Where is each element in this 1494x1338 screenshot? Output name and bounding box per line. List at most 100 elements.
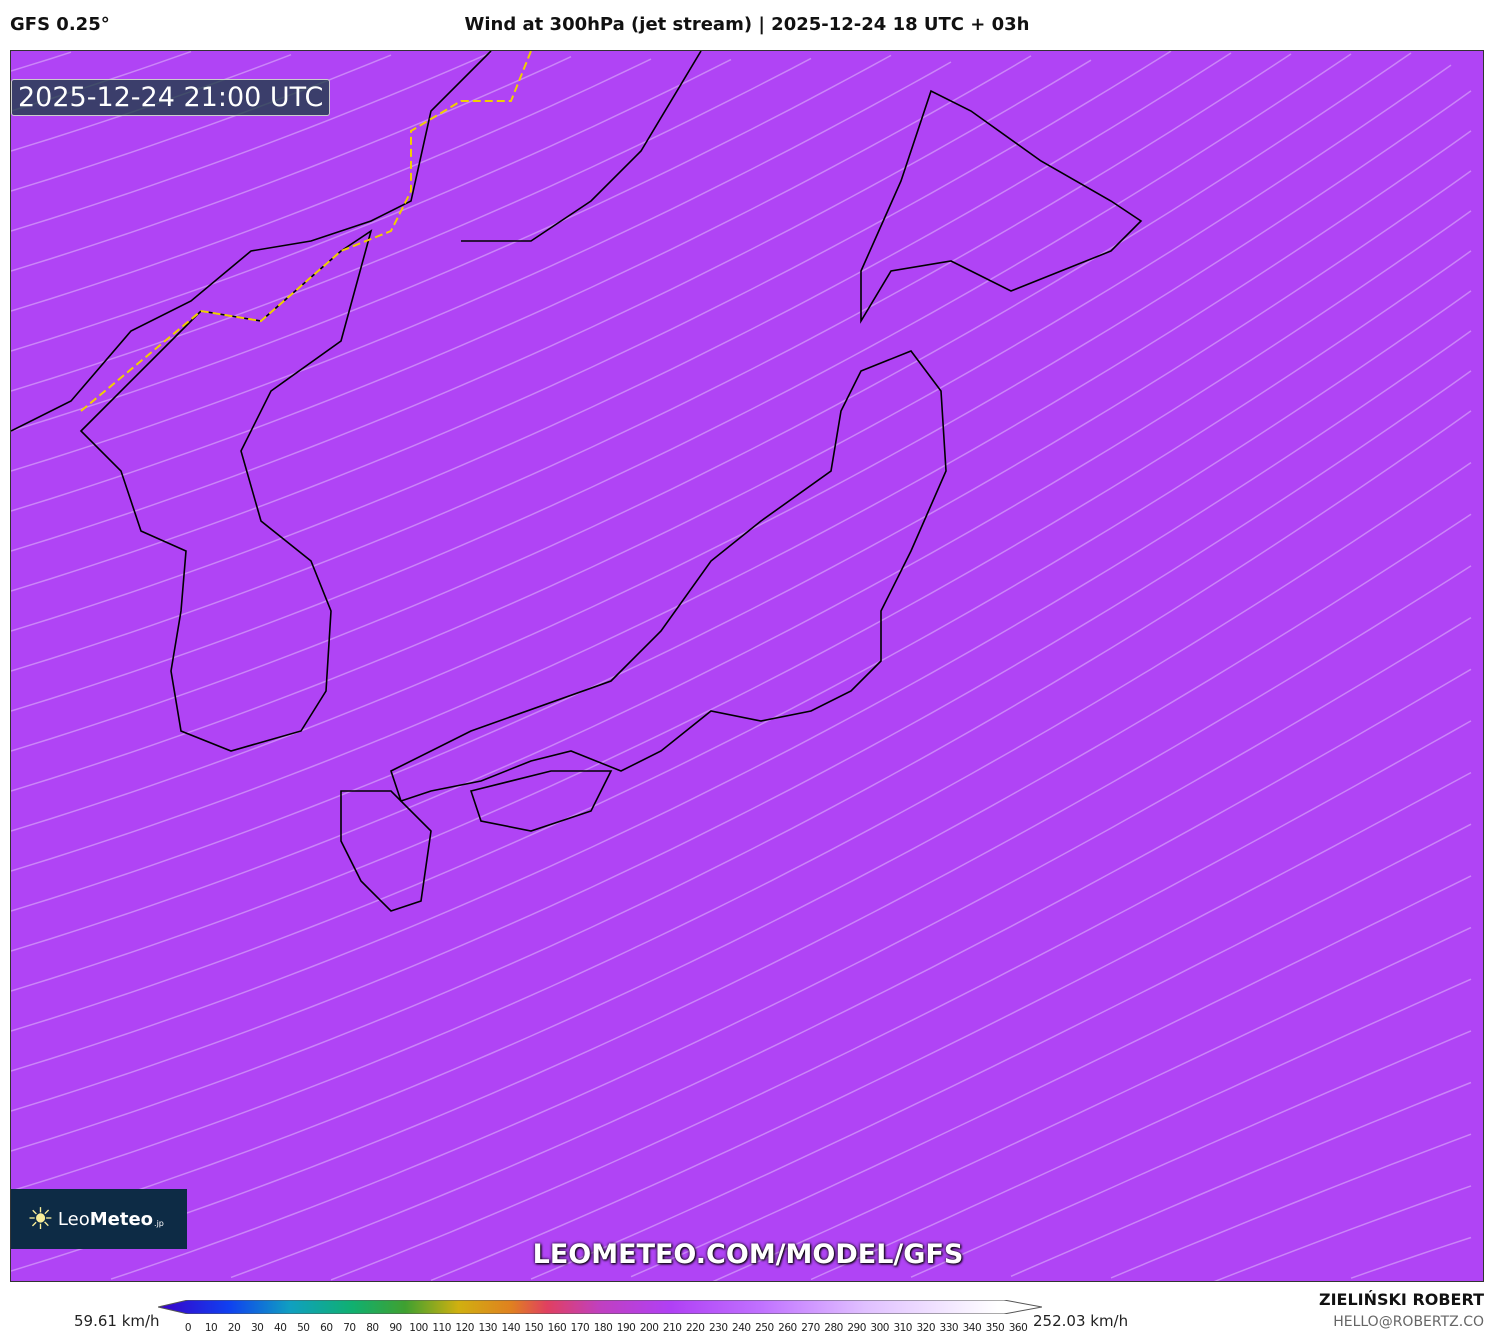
colorbar-tick: 190	[616, 1322, 636, 1334]
author-name: ZIELIŃSKI ROBERT	[1318, 1290, 1484, 1309]
colorbar-tick: 90	[389, 1322, 402, 1334]
colorbar-tick: 340	[962, 1322, 982, 1334]
streamline	[810, 978, 1472, 1281]
colorbar-tick: 290	[847, 1322, 866, 1334]
streamline	[11, 513, 1472, 1232]
shikoku-coast	[469, 770, 613, 832]
sun-icon: ☀	[27, 1201, 54, 1237]
logo-text-bold: Meteo	[89, 1208, 154, 1230]
colorbar-tick: 160	[547, 1322, 567, 1334]
valid-time-badge: 2025-12-24 21:00 UTC	[11, 79, 331, 116]
streamline	[1350, 1236, 1472, 1279]
streamline	[11, 55, 1032, 512]
model-label: GFS 0.25°	[10, 14, 110, 35]
streamline	[11, 565, 1472, 1272]
border-line	[80, 51, 532, 412]
streamline	[11, 90, 1472, 832]
wind-map[interactable]: 2025-12-24 21:00 UTC ☀ Leo Meteo .jp LEOME…	[10, 50, 1484, 1282]
colorbar-tick: 280	[824, 1322, 843, 1334]
kyushu-coast	[340, 790, 432, 912]
colorbar-tick: 350	[985, 1322, 1005, 1334]
streamline	[11, 58, 652, 312]
colorbar-gradient	[158, 1300, 1042, 1314]
streamline	[11, 61, 952, 472]
korea-coast	[79, 229, 373, 752]
legend-min-label: 59.61 km/h	[74, 1312, 160, 1330]
colorbar-tick: 250	[755, 1322, 774, 1334]
streamline	[630, 875, 1472, 1278]
streamline	[11, 52, 1232, 632]
streamline	[11, 250, 1472, 992]
logo-text-light: Leo	[57, 1208, 90, 1230]
streamline	[11, 58, 732, 352]
streamline	[11, 461, 1472, 1192]
colorbar-tick: 310	[893, 1322, 912, 1334]
colorbar-tick: 80	[366, 1322, 379, 1334]
streamline	[110, 616, 1472, 1280]
streamline	[11, 59, 1092, 552]
colorbar-tick: 60	[320, 1322, 333, 1334]
streamline	[11, 56, 572, 272]
streamline	[1010, 1081, 1472, 1277]
colorbar-tick: 40	[274, 1322, 287, 1334]
map-title: Wind at 300hPa (jet stream) | 2025-12-24…	[464, 14, 1030, 35]
colorbar-tick: 130	[478, 1322, 497, 1334]
streamline	[430, 771, 1472, 1281]
streamline	[330, 720, 1472, 1281]
colorbar-tick: 230	[708, 1322, 728, 1334]
streamline	[11, 64, 1452, 792]
colorbar-tick: 170	[570, 1322, 590, 1334]
colorbar-tick: 120	[455, 1322, 474, 1334]
colorbar-tick: 30	[250, 1322, 264, 1334]
colorbar-tick: 240	[732, 1322, 751, 1334]
streamline	[11, 370, 1472, 1112]
colorbar-tick: 210	[662, 1322, 682, 1334]
streamline	[11, 170, 1472, 912]
wind-speed-shading	[11, 51, 1483, 1281]
streamline	[11, 57, 812, 392]
colorbar-tick: 140	[501, 1322, 521, 1334]
streamline	[530, 823, 1472, 1280]
russia-coast	[461, 51, 702, 242]
colorbar-tick: 320	[916, 1322, 936, 1334]
honshu-coast	[390, 350, 947, 803]
streamline	[11, 51, 492, 232]
legend-max-label: 252.03 km/h	[1033, 1312, 1129, 1330]
streamline	[11, 51, 1172, 592]
watermark-url: LEOMETEO.COM/MODEL/GFS	[532, 1239, 964, 1270]
colorbar-tick: 10	[204, 1322, 218, 1334]
colorbar-tick: 0	[184, 1322, 192, 1334]
streamline	[11, 54, 892, 432]
streamline	[11, 410, 1472, 1152]
colorbar-ticks: 0 10 20 30 40 50 60 70 80 90 100 110 120 130 140 150 160…	[184, 1322, 1028, 1338]
streamline	[1110, 1133, 1472, 1279]
streamline	[11, 330, 1472, 1072]
wind-field	[11, 51, 1483, 1281]
colorbar-tick: 110	[432, 1322, 451, 1334]
streamline	[11, 51, 72, 72]
streamlines	[11, 51, 1472, 1281]
streamline	[11, 130, 1472, 872]
streamline	[11, 290, 1472, 1032]
colorbar-tick: 330	[939, 1322, 959, 1334]
colorbar-tick: 20	[227, 1322, 241, 1334]
colorbar-tick: 200	[639, 1322, 659, 1334]
leometeo-logo[interactable]: ☀ Leo Meteo .jp	[11, 1189, 187, 1249]
streamline	[712, 926, 1472, 1281]
colorbar-tick: 360	[1008, 1322, 1028, 1334]
colorbar-tick: 50	[297, 1322, 310, 1334]
colorbar-tick: 100	[409, 1322, 428, 1334]
colorbar-tick: 150	[524, 1322, 544, 1334]
streamline	[230, 668, 1472, 1279]
colorbar-tick: 260	[778, 1322, 797, 1334]
streamline	[11, 53, 1352, 712]
colorbar-tick: 270	[801, 1322, 820, 1334]
colorbar-tick: 70	[343, 1322, 356, 1334]
streamline	[910, 1030, 1472, 1278]
colorbar-tick: 300	[870, 1322, 889, 1334]
logo-suffix: .jp	[154, 1218, 164, 1228]
streamline	[11, 210, 1472, 952]
hokkaido-coast	[860, 89, 1143, 324]
streamline	[1213, 1185, 1472, 1281]
colorbar-tick: 180	[593, 1322, 613, 1334]
